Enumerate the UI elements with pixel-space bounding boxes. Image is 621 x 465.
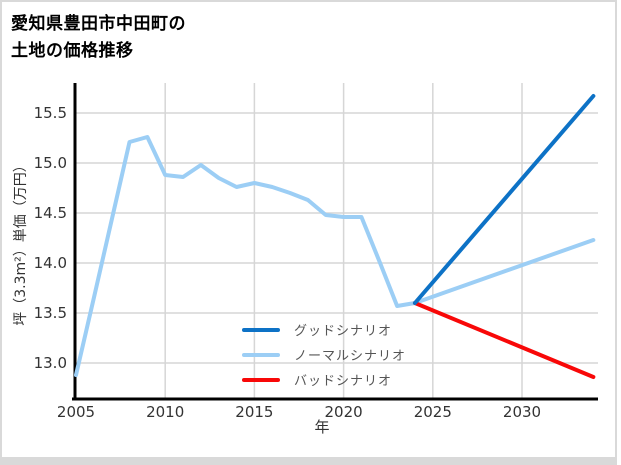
x-axis-title: 年 [314,418,330,436]
y-tick-label: 13.5 [34,304,67,322]
legend-item-normal-scenario[interactable]: ノーマルシナリオ [242,342,406,367]
legend-item-bad-scenario[interactable]: バッドシナリオ [242,367,406,392]
chart-title-line2: 土地の価格推移 [11,41,134,61]
legend-label: グッドシナリオ [294,324,393,339]
legend-item-good-scenario[interactable]: グッドシナリオ [242,317,406,342]
x-tick-label: 2030 [503,403,541,421]
series-line-historical [74,135,417,377]
y-tick-label: 13.0 [34,354,67,372]
legend-label: バッドシナリオ [294,374,393,389]
normal-scenario-line-swatch [242,352,280,357]
chart-legend: グッドシナリオ ノーマルシナリオ バッドシナリオ [242,317,406,392]
x-tick-label: 2015 [235,403,273,421]
x-tick-label: 2010 [146,403,184,421]
x-tick-label: 2020 [325,403,363,421]
series-line-bad [412,301,596,379]
y-tick-label: 14.0 [34,254,67,272]
x-tick-label: 2025 [414,403,452,421]
chart-title-line1: 愛知県豊田市中田町の [11,14,186,34]
y-tick-label: 15.0 [34,154,67,172]
x-tick-label: 2005 [57,403,95,421]
page-bottom-border [0,457,617,465]
good-scenario-line-swatch [242,327,280,332]
y-tick-label: 14.5 [34,204,67,222]
y-tick-label: 15.5 [34,104,67,122]
legend-label: ノーマルシナリオ [294,349,407,364]
series-line-good [412,94,596,305]
series-line-normal [412,238,596,305]
bad-scenario-line-swatch [242,377,280,382]
